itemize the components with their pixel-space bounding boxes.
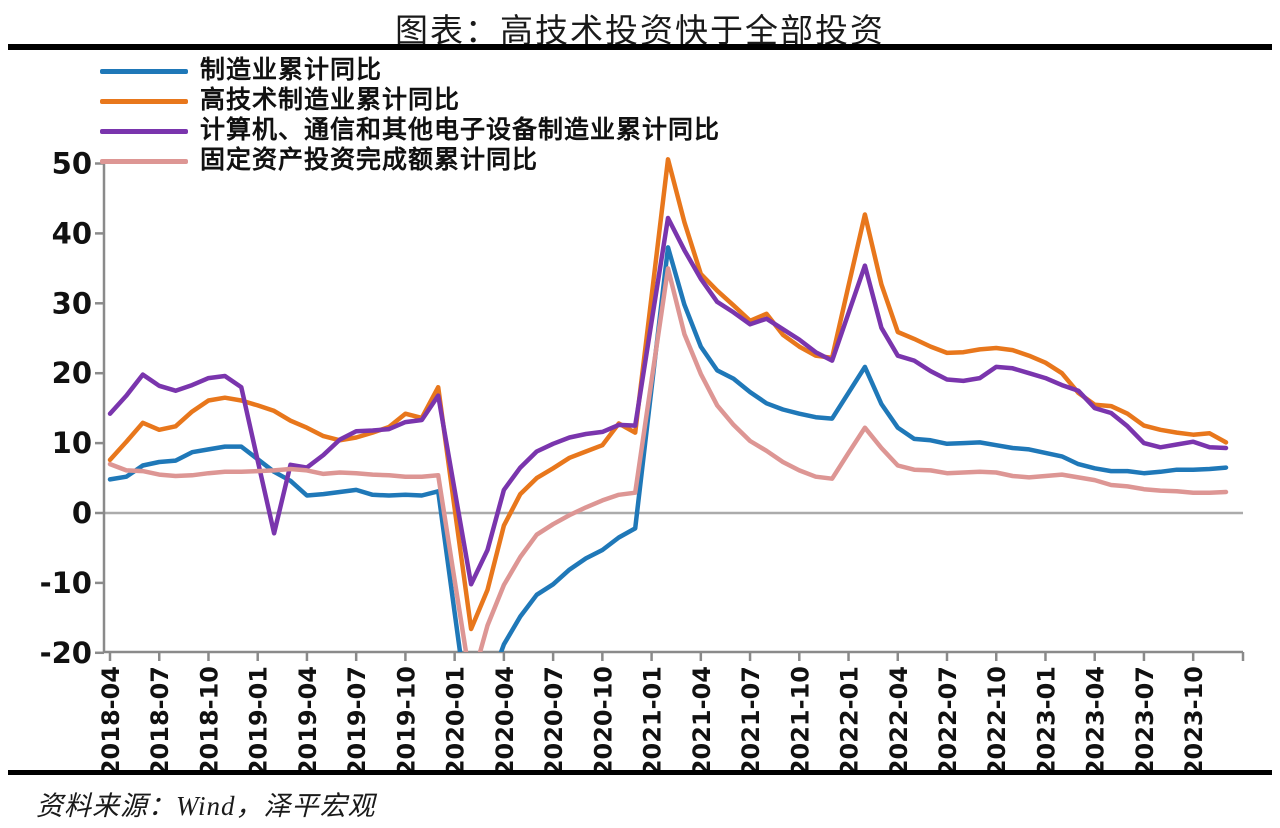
x-tick-label: 2018-07 — [146, 666, 174, 776]
x-tick-label: 2020-04 — [491, 666, 519, 776]
y-tick-label: 20 — [52, 356, 92, 390]
legend-label: 制造业累计同比 — [200, 57, 383, 84]
x-tick-label: 2023-01 — [1032, 666, 1060, 776]
series-line-制造业累计同比 — [107, 245, 1229, 652]
y-tick-label: 30 — [52, 286, 92, 320]
legend-label: 固定资产投资完成额累计同比 — [200, 147, 539, 174]
top-divider-rule — [8, 44, 1272, 50]
series-line-计算机、通信和其他电子设备制造业累计同比 — [107, 215, 1229, 587]
series-line-固定资产投资完成额累计同比 — [107, 266, 1229, 652]
legend-item-computer-electronics: 计算机、通信和其他电子设备制造业累计同比 — [100, 116, 720, 146]
x-tick-label: 2022-07 — [934, 666, 962, 776]
series-group — [107, 157, 1229, 652]
x-tick-label: 2023-07 — [1131, 666, 1159, 776]
x-tick-label: 2019-10 — [392, 666, 420, 776]
y-tick-label: 0 — [72, 496, 92, 530]
x-tick-label: 2019-01 — [245, 666, 273, 776]
legend-label: 高技术制造业累计同比 — [200, 87, 461, 114]
x-tick-label: 2021-07 — [737, 666, 765, 776]
legend-line-swatch-pink — [100, 158, 188, 164]
x-tick-label: 2023-10 — [1180, 666, 1208, 776]
x-tick-label: 2023-04 — [1082, 666, 1110, 776]
legend-item-hightech-manufacturing: 高技术制造业累计同比 — [100, 86, 720, 116]
x-tick-label: 2022-04 — [885, 666, 913, 776]
legend-label: 计算机、通信和其他电子设备制造业累计同比 — [200, 117, 721, 144]
legend-item-manufacturing: 制造业累计同比 — [100, 56, 720, 86]
legend-line-swatch-blue — [100, 68, 188, 74]
y-tick-label: 10 — [52, 426, 92, 460]
y-tick-label: -10 — [40, 566, 92, 600]
x-tick-label: 2019-04 — [294, 666, 322, 776]
legend-line-swatch-orange — [100, 98, 188, 104]
x-tick-label: 2019-07 — [343, 666, 371, 776]
chart-legend: 制造业累计同比 高技术制造业累计同比 计算机、通信和其他电子设备制造业累计同比 … — [100, 56, 720, 176]
source-note: 资料来源：Wind，泽平宏观 — [36, 791, 376, 821]
x-tick-label: 2018-10 — [195, 666, 223, 776]
y-tick-label: 40 — [52, 216, 92, 250]
legend-line-swatch-purple — [100, 128, 188, 134]
bottom-divider-rule — [8, 770, 1272, 775]
x-tick-label: 2021-04 — [688, 666, 716, 776]
x-tick-label: 2021-01 — [639, 666, 667, 776]
x-tick-label: 2021-10 — [786, 666, 814, 776]
x-tick-label: 2020-07 — [540, 666, 568, 776]
x-tick-label: 2020-01 — [442, 666, 470, 776]
x-tick-label: 2022-01 — [836, 666, 864, 776]
x-tick-label: 2018-04 — [97, 666, 125, 776]
x-tick-label: 2020-10 — [589, 666, 617, 776]
x-tick-label: 2022-10 — [983, 666, 1011, 776]
legend-item-fixed-asset-investment: 固定资产投资完成额累计同比 — [100, 146, 720, 176]
y-tick-label: -20 — [40, 636, 92, 670]
series-line-高技术制造业累计同比 — [107, 157, 1229, 632]
y-tick-label: 50 — [52, 147, 92, 181]
